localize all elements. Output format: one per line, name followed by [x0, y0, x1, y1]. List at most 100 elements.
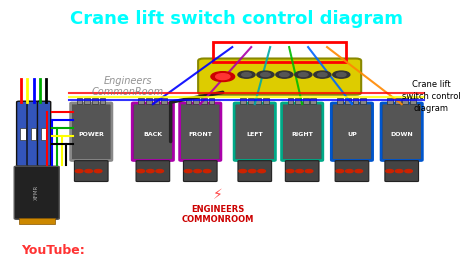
Bar — [84, 98, 90, 104]
Bar — [186, 98, 191, 104]
Text: DOWN: DOWN — [391, 132, 413, 137]
Circle shape — [305, 169, 313, 173]
Text: Engineers CommonRoom: Engineers CommonRoom — [90, 244, 269, 256]
FancyBboxPatch shape — [285, 161, 319, 181]
FancyBboxPatch shape — [183, 161, 217, 181]
Bar — [146, 98, 152, 104]
Bar — [209, 98, 214, 104]
Circle shape — [211, 72, 235, 82]
Bar — [353, 98, 358, 104]
Circle shape — [137, 169, 145, 173]
Text: RIGHT: RIGHT — [292, 132, 313, 137]
Circle shape — [296, 169, 303, 173]
FancyBboxPatch shape — [27, 101, 40, 166]
Bar — [387, 98, 393, 104]
Circle shape — [314, 71, 331, 78]
Bar — [255, 98, 261, 104]
Text: Engineers
CommonRoom: Engineers CommonRoom — [92, 76, 164, 97]
Circle shape — [184, 169, 192, 173]
FancyBboxPatch shape — [17, 101, 30, 166]
Circle shape — [395, 169, 403, 173]
Circle shape — [405, 169, 412, 173]
Circle shape — [94, 169, 102, 173]
Circle shape — [248, 169, 256, 173]
Circle shape — [280, 73, 289, 77]
Circle shape — [318, 73, 327, 77]
Circle shape — [355, 169, 363, 173]
FancyBboxPatch shape — [332, 103, 372, 160]
Bar — [410, 98, 416, 104]
Circle shape — [286, 169, 294, 173]
Bar — [345, 98, 351, 104]
Bar — [310, 98, 316, 104]
Circle shape — [299, 73, 308, 77]
Text: Crane lift
switch control
diagram: Crane lift switch control diagram — [402, 80, 461, 113]
Circle shape — [238, 71, 255, 78]
Bar — [263, 98, 269, 104]
FancyBboxPatch shape — [14, 166, 59, 219]
FancyBboxPatch shape — [71, 103, 111, 160]
Bar — [77, 98, 82, 104]
FancyBboxPatch shape — [37, 101, 51, 166]
Circle shape — [216, 74, 230, 80]
Text: POWER: POWER — [78, 132, 104, 137]
Circle shape — [337, 73, 346, 77]
FancyBboxPatch shape — [133, 103, 173, 160]
FancyBboxPatch shape — [385, 161, 419, 181]
Bar — [31, 128, 36, 140]
Circle shape — [242, 73, 251, 77]
Bar — [20, 128, 26, 140]
Bar — [161, 98, 167, 104]
Text: FRONT: FRONT — [188, 132, 212, 137]
Bar — [395, 98, 401, 104]
Bar — [100, 98, 105, 104]
Bar — [303, 98, 309, 104]
Bar — [19, 218, 55, 224]
Circle shape — [261, 73, 270, 77]
Text: ⚡: ⚡ — [213, 188, 223, 202]
Circle shape — [295, 71, 312, 78]
Bar — [240, 98, 246, 104]
FancyBboxPatch shape — [238, 161, 272, 181]
Text: ENGINEERS
COMMONROOM: ENGINEERS COMMONROOM — [182, 205, 254, 224]
Circle shape — [85, 169, 92, 173]
FancyBboxPatch shape — [136, 161, 170, 181]
Text: UP: UP — [347, 132, 357, 137]
Bar — [154, 98, 159, 104]
Text: LEFT: LEFT — [246, 132, 263, 137]
Circle shape — [346, 169, 353, 173]
Bar — [41, 128, 47, 140]
Bar — [337, 98, 343, 104]
Circle shape — [239, 169, 246, 173]
FancyBboxPatch shape — [335, 161, 369, 181]
Circle shape — [276, 71, 293, 78]
Circle shape — [194, 169, 201, 173]
Circle shape — [336, 169, 344, 173]
Bar — [248, 98, 254, 104]
FancyBboxPatch shape — [235, 103, 275, 160]
Circle shape — [75, 169, 83, 173]
Text: YouTube:: YouTube: — [22, 244, 85, 256]
Circle shape — [156, 169, 164, 173]
Bar — [213, 42, 346, 62]
Bar — [288, 98, 293, 104]
FancyBboxPatch shape — [74, 161, 108, 181]
Text: Crane lift switch control diagram: Crane lift switch control diagram — [71, 10, 403, 28]
Circle shape — [257, 71, 274, 78]
Bar — [201, 98, 207, 104]
Bar — [295, 98, 301, 104]
Circle shape — [146, 169, 154, 173]
Bar — [360, 98, 366, 104]
FancyBboxPatch shape — [198, 59, 361, 95]
Bar — [193, 98, 199, 104]
Circle shape — [333, 71, 350, 78]
FancyBboxPatch shape — [180, 103, 220, 160]
Text: XFMR: XFMR — [34, 185, 39, 200]
Circle shape — [203, 169, 211, 173]
Text: BACK: BACK — [143, 132, 163, 137]
Bar — [402, 98, 408, 104]
FancyBboxPatch shape — [282, 103, 322, 160]
Circle shape — [258, 169, 265, 173]
Bar — [138, 98, 144, 104]
Bar — [92, 98, 98, 104]
